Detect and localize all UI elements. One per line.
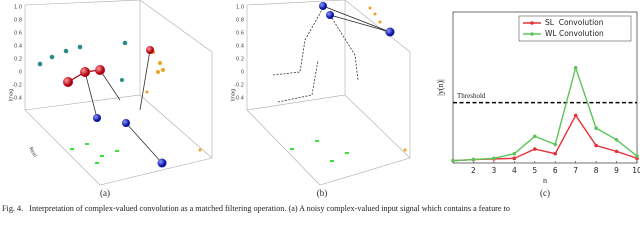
z-tick-label: -0.2	[234, 83, 244, 89]
edge	[246, 0, 346, 6]
point	[614, 149, 619, 154]
x-tick-label: 3	[491, 166, 496, 175]
point	[492, 156, 496, 161]
point	[553, 142, 558, 147]
x-tick-label: 6	[553, 166, 558, 175]
point	[532, 134, 537, 139]
edge	[344, 0, 411, 53]
z-tick-label: 0.8	[14, 18, 22, 24]
sphere	[93, 114, 101, 122]
point	[512, 156, 517, 161]
z-tick-label: 0.6	[236, 31, 244, 37]
x-tick-label: 9	[614, 166, 619, 175]
z-tick-label: 0.2	[236, 57, 244, 63]
orange-points	[145, 50, 202, 152]
point	[614, 137, 619, 142]
y-axis-label: |y(n)|	[436, 79, 445, 96]
point	[594, 126, 598, 130]
edge	[139, 0, 213, 53]
x-tick-label: 5	[532, 166, 537, 175]
z-tick-label: 0.2	[14, 57, 22, 63]
z-axis-label: Imag	[9, 89, 15, 102]
x-axis-label: n	[543, 176, 547, 185]
point	[532, 147, 537, 151]
z-tick-label: 0	[19, 70, 22, 76]
x-axis-label: Real	[27, 146, 38, 158]
sphere	[326, 11, 334, 19]
z-tick-label: 1.0	[236, 5, 244, 11]
point	[451, 158, 455, 163]
point	[594, 143, 598, 148]
z-tick-label: 1.0	[14, 5, 22, 11]
orange-points	[368, 6, 407, 152]
z-tick-label: -0.4	[12, 96, 22, 102]
point	[573, 65, 578, 70]
sphere	[95, 65, 105, 75]
series-line	[452, 114, 638, 162]
floor	[246, 94, 411, 186]
panel-label: (c)	[540, 188, 550, 198]
z-tick-label: 0	[241, 70, 244, 76]
point	[553, 151, 558, 156]
legend-marker	[530, 21, 534, 25]
caption: Fig. 4. Interpretation of complex-valued…	[2, 204, 510, 213]
x-tick-label: 8	[594, 166, 599, 175]
sphere	[63, 77, 73, 87]
x-tick-label: 10	[632, 166, 640, 175]
z-tick-label: -0.4	[234, 96, 244, 102]
figure: Fig. 4. Interpretation of complex-valued…	[2, 0, 640, 213]
threshold-label: Threshold	[457, 92, 486, 100]
links	[322, 5, 391, 33]
z-tick-label: 0.4	[14, 44, 22, 50]
sphere	[122, 119, 130, 127]
panel-a	[24, 0, 213, 186]
sphere	[319, 2, 327, 10]
point	[573, 113, 578, 118]
legend-marker	[530, 32, 534, 36]
z-axis-label: Imag	[231, 89, 237, 102]
teal-points	[37, 40, 128, 82]
point	[512, 151, 517, 156]
plot-frame	[452, 11, 638, 164]
point	[635, 154, 639, 158]
z-tick-label: 0.4	[236, 44, 244, 50]
x-tick-label: 7	[573, 166, 578, 175]
point	[471, 157, 476, 162]
panel-label: (a)	[100, 188, 110, 198]
floor-points	[290, 140, 349, 162]
sphere	[80, 67, 90, 77]
floor	[24, 94, 213, 186]
sphere	[385, 27, 395, 37]
legend-label: WL Convolution	[545, 29, 604, 38]
panel-label: (b)	[317, 188, 328, 198]
dashed-paths	[272, 7, 359, 103]
sphere	[157, 158, 167, 168]
x-tick-label: 4	[512, 166, 517, 175]
z-tick-label: 0.6	[14, 31, 22, 37]
legend-label: SL Convolution	[545, 18, 604, 27]
sphere	[146, 46, 154, 54]
legend-box	[518, 15, 632, 42]
series-line	[452, 65, 638, 162]
links	[84, 49, 163, 164]
z-tick-label: 0.8	[236, 18, 244, 24]
edge	[24, 0, 141, 6]
z-tick-label: -0.2	[12, 83, 22, 89]
panel-b	[246, 0, 411, 186]
x-tick-label: 2	[471, 166, 476, 175]
floor-points	[70, 143, 119, 164]
